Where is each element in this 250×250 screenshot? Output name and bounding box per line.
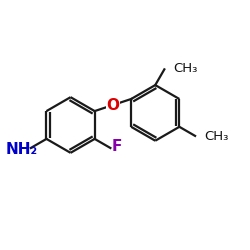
- Text: O: O: [106, 98, 120, 112]
- Text: CH₃: CH₃: [174, 62, 198, 75]
- Text: CH₃: CH₃: [204, 130, 229, 143]
- Text: F: F: [112, 139, 122, 154]
- Text: NH₂: NH₂: [6, 142, 38, 157]
